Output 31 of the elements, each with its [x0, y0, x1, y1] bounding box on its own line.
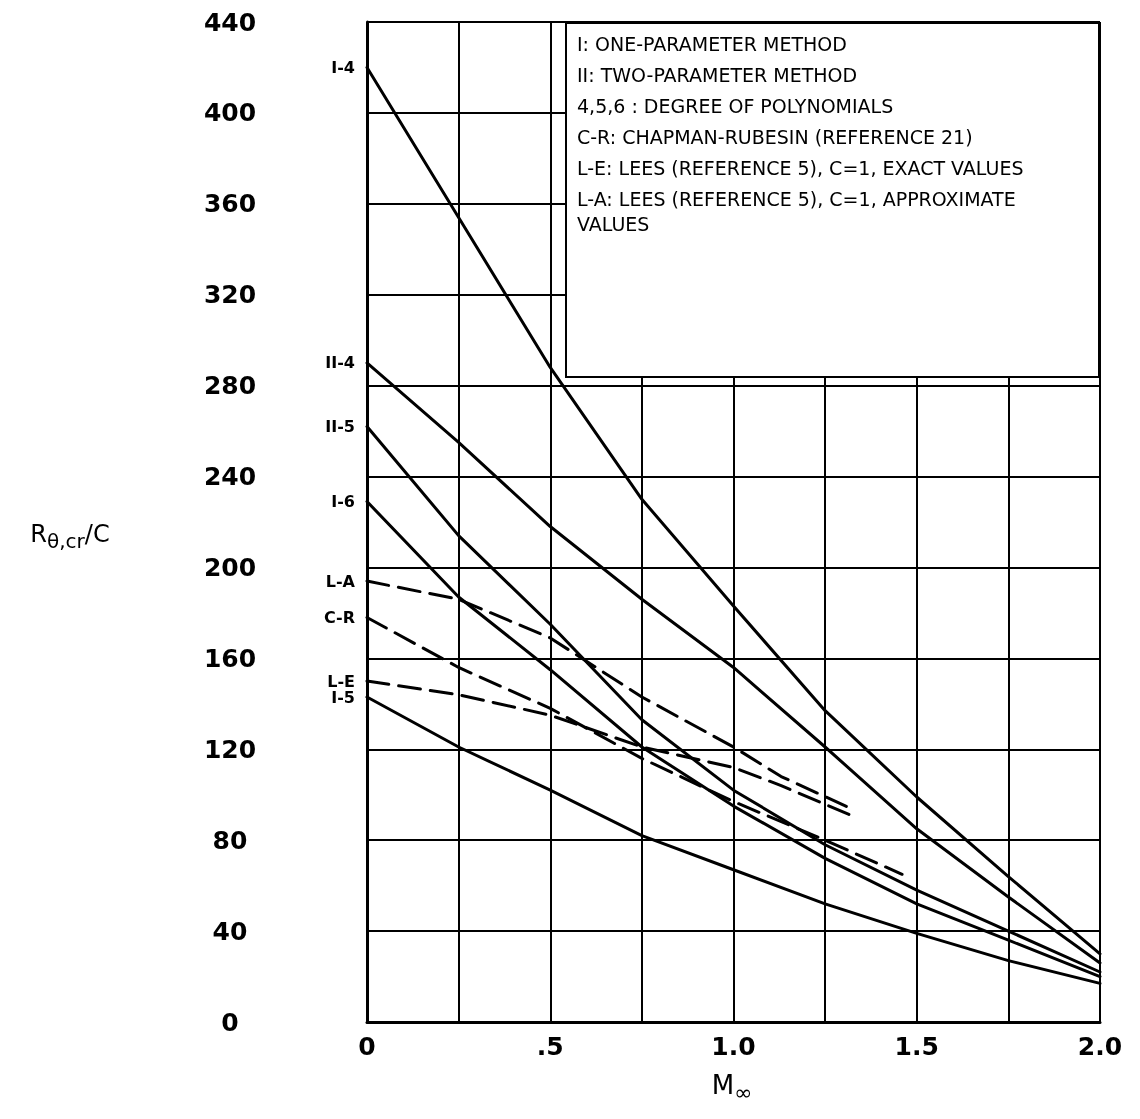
series-label: I-6 [331, 492, 355, 512]
series-label: I-4 [331, 57, 355, 77]
y-tick-label: 360 [203, 189, 257, 219]
y-tick-label: 200 [203, 552, 257, 582]
y-tick-label: 440 [203, 7, 257, 37]
x-tick-label: 1.5 [894, 1032, 939, 1061]
x-tick-label: 1.0 [711, 1032, 756, 1061]
series-label: C-R [323, 607, 355, 627]
series-label: II-4 [325, 353, 355, 373]
y-tick-label: 120 [203, 734, 257, 764]
annotation: II: TWO-PARAMETER METHOD [577, 63, 859, 88]
annotation: 4,5,6 : DEGREE OF POLYNOMIALS [577, 94, 895, 119]
series-label: L-A [325, 571, 356, 591]
x-axis-title: M$_{∞}$ [710, 1070, 754, 1106]
annotation: L-A: LEES (REFERENCE 5), C=1, APPROXIMATE VALUES [577, 187, 1017, 237]
x-tick-label: .5 [536, 1032, 564, 1061]
x-tick-label: 0 [358, 1032, 376, 1061]
y-tick-label: 0 [221, 1007, 239, 1037]
y-tick-label: 160 [203, 643, 257, 673]
annotation: L-E: LEES (REFERENCE 5), C=1, EXACT VALUES [577, 156, 1025, 181]
y-axis-title: R$_{θ,cr}$/C [29, 520, 111, 553]
annotation: C-R: CHAPMAN-RUBESIN (REFERENCE 21) [577, 125, 974, 150]
y-tick-label: 280 [203, 371, 257, 401]
y-tick-label: 240 [203, 462, 257, 492]
x-tick-label: 2.0 [1077, 1032, 1123, 1061]
series-label: II-5 [325, 417, 355, 437]
annotation: I: ONE-PARAMETER METHOD [577, 32, 848, 57]
y-tick-label: 80 [212, 825, 248, 855]
y-tick-label: 320 [203, 280, 257, 310]
y-tick-label: 40 [212, 916, 248, 946]
y-tick-label: 400 [203, 98, 257, 128]
